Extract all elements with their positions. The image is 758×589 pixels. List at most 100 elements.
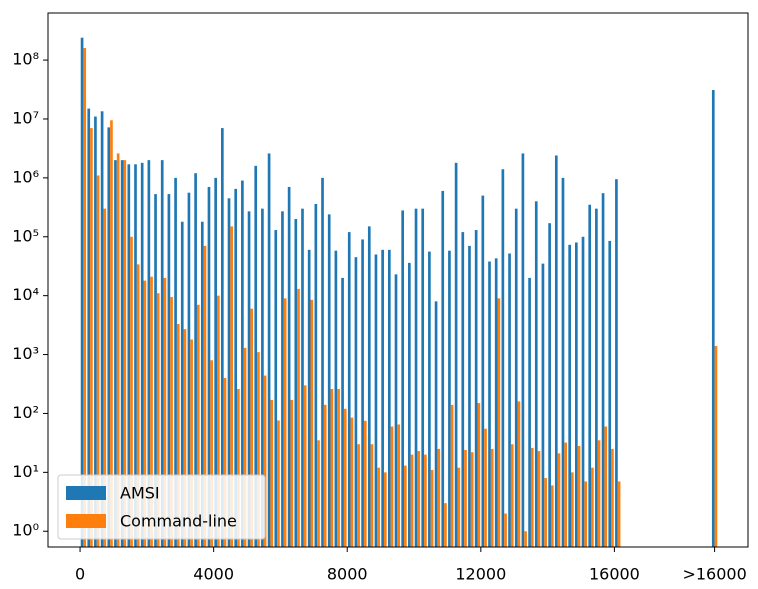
legend-label: AMSI (120, 484, 160, 503)
bar (347, 232, 351, 547)
bar (595, 208, 598, 547)
bar (394, 274, 398, 547)
bar (290, 399, 294, 547)
bar (457, 467, 461, 547)
bar (323, 404, 327, 547)
bar (464, 449, 467, 547)
bar (424, 454, 427, 547)
bar (377, 467, 380, 547)
bar (370, 444, 374, 547)
bar (357, 444, 360, 547)
bar (404, 465, 407, 547)
bar (387, 249, 391, 547)
bar (277, 420, 280, 547)
x-tick-label: >16000 (682, 565, 746, 584)
bar (210, 360, 213, 547)
bar (160, 160, 164, 547)
legend-label: Command-line (120, 512, 237, 531)
bar (237, 389, 240, 547)
bar (714, 345, 718, 547)
bar (430, 469, 434, 547)
bar (136, 264, 140, 547)
bar (477, 403, 481, 547)
bar (468, 245, 471, 548)
bar (474, 230, 478, 547)
bar (461, 232, 465, 547)
bar (514, 208, 518, 547)
bar (274, 230, 278, 547)
y-tick-label: 10⁶ (12, 167, 39, 186)
x-tick-label: 12000 (455, 565, 506, 584)
bar (501, 169, 505, 547)
bar (83, 48, 87, 547)
bar (367, 226, 371, 547)
bar (234, 188, 238, 547)
bar (363, 420, 367, 547)
bar (150, 276, 153, 547)
bar (548, 223, 551, 547)
bar (421, 208, 425, 547)
y-tick-label: 10⁰ (12, 521, 39, 540)
bar (116, 153, 120, 548)
bar (601, 193, 605, 547)
bar (170, 296, 173, 547)
bar (354, 257, 358, 547)
bar (611, 448, 614, 547)
bar (243, 347, 247, 547)
bar (530, 447, 534, 547)
bar (584, 481, 588, 547)
bar (615, 179, 618, 547)
bar (220, 128, 224, 547)
bar (564, 442, 567, 547)
bar (591, 467, 594, 547)
bar (550, 485, 554, 547)
bar (287, 186, 291, 547)
bar (203, 245, 207, 548)
bar (434, 301, 438, 547)
bar (524, 531, 527, 547)
legend-swatch (66, 514, 106, 528)
bar (608, 240, 612, 547)
bar (257, 352, 260, 547)
bar (534, 201, 538, 547)
y-tick-label: 10⁵ (12, 226, 39, 245)
bar (350, 417, 354, 547)
bar (528, 277, 531, 547)
x-tick-label: 16000 (589, 565, 640, 584)
bar (568, 244, 571, 548)
bar (497, 298, 501, 547)
bar (361, 239, 364, 548)
y-tick-label: 10² (12, 403, 39, 422)
bar (207, 186, 211, 547)
bar (187, 192, 191, 547)
bar (307, 249, 311, 547)
bar (216, 295, 220, 547)
bar (303, 385, 307, 547)
bar (604, 426, 608, 547)
bar (597, 440, 601, 547)
bar (441, 190, 445, 548)
bar (130, 236, 133, 548)
y-tick-label: 10⁷ (12, 108, 39, 127)
bar (200, 221, 204, 547)
bar (374, 254, 378, 547)
bar (180, 221, 184, 547)
bar (554, 155, 558, 547)
bar (570, 472, 574, 547)
bar (230, 226, 234, 547)
bar (314, 203, 318, 547)
bar (711, 90, 715, 548)
y-tick-label: 10³ (12, 344, 39, 363)
bar (297, 288, 300, 547)
y-tick-label: 10⁸ (12, 50, 39, 69)
bar (504, 513, 507, 547)
bar (154, 194, 157, 547)
bar (401, 210, 405, 547)
bar (140, 162, 144, 547)
legend-box (57, 474, 266, 540)
bar (241, 180, 244, 547)
bar (488, 261, 491, 547)
bar (481, 195, 485, 548)
bar (537, 451, 541, 547)
bar (490, 448, 494, 547)
